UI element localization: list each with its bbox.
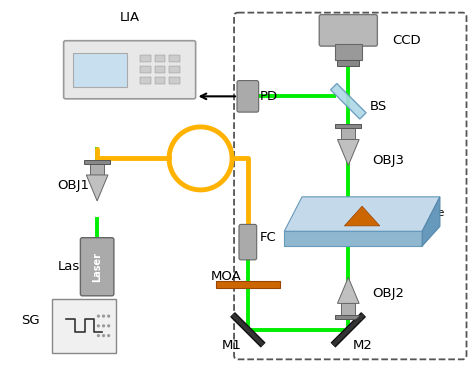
Bar — [155, 77, 165, 84]
Text: Laser: Laser — [92, 252, 102, 282]
Bar — [335, 44, 362, 60]
Bar — [341, 124, 356, 139]
Bar — [140, 66, 151, 73]
Text: M1: M1 — [222, 339, 242, 353]
Bar — [140, 77, 151, 84]
Text: OBJ2: OBJ2 — [372, 287, 404, 300]
Bar — [169, 66, 180, 73]
Circle shape — [102, 324, 105, 327]
Circle shape — [102, 334, 105, 337]
Bar — [216, 280, 280, 289]
Bar — [84, 160, 110, 164]
Bar — [90, 160, 104, 175]
Text: Sample stage: Sample stage — [368, 208, 445, 218]
Text: CCD: CCD — [392, 34, 421, 47]
Circle shape — [107, 334, 110, 337]
Bar — [337, 60, 359, 66]
Bar — [341, 303, 356, 319]
Circle shape — [97, 334, 100, 337]
Circle shape — [97, 324, 100, 327]
Text: MOA: MOA — [210, 270, 241, 283]
Bar — [155, 66, 165, 73]
Bar — [155, 55, 165, 62]
Text: OBJ3: OBJ3 — [372, 154, 404, 167]
Circle shape — [102, 314, 105, 318]
Bar — [169, 55, 180, 62]
Text: Laser: Laser — [58, 260, 94, 273]
Text: PD: PD — [260, 90, 278, 103]
FancyBboxPatch shape — [319, 14, 377, 46]
Circle shape — [107, 324, 110, 327]
Bar — [140, 55, 151, 62]
Bar — [73, 53, 127, 87]
Polygon shape — [330, 84, 366, 119]
Bar — [52, 299, 116, 353]
Text: M2: M2 — [353, 339, 373, 353]
Polygon shape — [86, 175, 108, 201]
FancyBboxPatch shape — [237, 81, 259, 112]
Text: SG: SG — [21, 314, 40, 327]
Polygon shape — [337, 278, 359, 303]
Circle shape — [107, 314, 110, 318]
Polygon shape — [345, 206, 380, 226]
Text: BS: BS — [370, 100, 387, 113]
Text: LIA: LIA — [119, 11, 140, 24]
Polygon shape — [284, 197, 440, 231]
Bar — [335, 315, 361, 319]
Bar — [335, 124, 361, 128]
Circle shape — [97, 314, 100, 318]
Text: OBJ1: OBJ1 — [58, 178, 90, 192]
FancyBboxPatch shape — [81, 238, 114, 296]
Polygon shape — [337, 139, 359, 165]
Bar — [169, 77, 180, 84]
Text: FC: FC — [260, 231, 276, 244]
FancyBboxPatch shape — [64, 41, 196, 99]
Polygon shape — [284, 231, 422, 246]
FancyBboxPatch shape — [239, 224, 257, 260]
Polygon shape — [422, 197, 440, 246]
